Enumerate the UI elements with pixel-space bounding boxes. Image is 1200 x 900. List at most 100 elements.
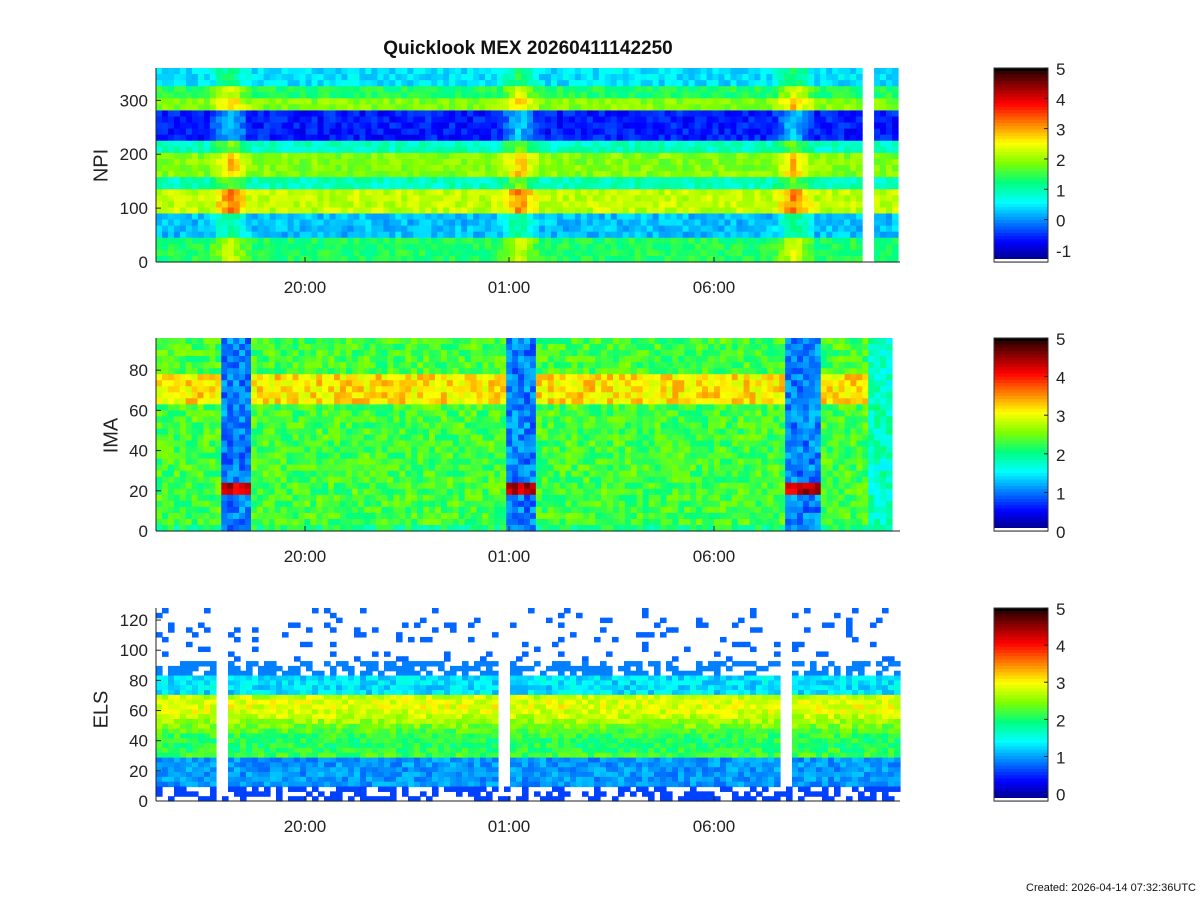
heatmap-cell — [401, 134, 408, 142]
heatmap-cell — [389, 195, 396, 202]
heatmap-cell — [239, 362, 246, 369]
heatmap-cell — [742, 92, 749, 99]
heatmap-cell — [287, 177, 295, 184]
heatmap-cell — [616, 98, 624, 105]
heatmap-cell — [203, 98, 211, 105]
heatmap-cell — [586, 165, 594, 172]
heatmap-cell — [670, 177, 678, 184]
heatmap-cell — [304, 410, 311, 418]
heatmap-cell — [316, 440, 323, 448]
heatmap-cell — [257, 231, 265, 239]
heatmap-cell — [185, 392, 193, 399]
heatmap-cell — [179, 506, 187, 514]
heatmap-cell — [173, 494, 181, 502]
heatmap-cell — [688, 122, 696, 130]
heatmap-cell — [227, 128, 235, 136]
heatmap-cell — [203, 189, 211, 196]
heatmap-cell — [622, 80, 630, 87]
heatmap-cell — [700, 74, 708, 81]
heatmap-cell — [286, 404, 294, 411]
heatmap-cell — [766, 128, 773, 136]
heatmap-cell — [658, 177, 666, 184]
heatmap-cell — [646, 104, 654, 112]
heatmap-cell — [473, 219, 480, 227]
heatmap-cell — [274, 404, 282, 411]
heatmap-cell — [724, 195, 732, 202]
heatmap-cell — [431, 86, 438, 93]
heatmap-cell — [401, 249, 408, 257]
heatmap-cell — [437, 140, 444, 148]
heatmap-cell — [179, 518, 187, 526]
heatmap-cell — [616, 171, 624, 178]
heatmap-cell — [389, 122, 396, 130]
heatmap-cell — [413, 116, 420, 124]
heatmap-cell — [431, 68, 438, 75]
heatmap-cell — [305, 231, 313, 239]
heatmap-cell — [239, 219, 247, 227]
heatmap-cell — [413, 74, 420, 81]
heatmap-cell — [251, 80, 259, 87]
heatmap-cell — [485, 146, 492, 154]
heatmap-cell — [257, 74, 265, 81]
heatmap-cell — [856, 122, 863, 130]
heatmap-cell — [401, 104, 408, 112]
heatmap-cell — [616, 207, 624, 215]
heatmap-cell — [377, 189, 384, 196]
heatmap-cell — [712, 243, 720, 251]
heatmap-cell — [784, 183, 791, 190]
heatmap-cell — [197, 368, 205, 375]
heatmap-cell — [263, 158, 271, 166]
heatmap-cell — [616, 195, 624, 202]
heatmap-cell — [628, 255, 636, 263]
heatmap-cell — [310, 422, 317, 430]
heatmap-cell — [335, 158, 343, 166]
heatmap-cell — [712, 116, 720, 124]
heatmap-cell — [598, 74, 606, 81]
heatmap-cell — [305, 74, 313, 81]
heatmap-cell — [527, 207, 534, 215]
heatmap-cell — [718, 74, 726, 81]
heatmap-cell — [748, 183, 755, 190]
heatmap-cell — [353, 110, 361, 118]
heatmap-cell — [754, 140, 761, 148]
heatmap-cell — [850, 243, 857, 251]
heatmap-cell — [676, 98, 684, 105]
heatmap-cell — [766, 158, 773, 166]
heatmap-cell — [407, 116, 414, 124]
heatmap-cell — [538, 152, 546, 160]
heatmap-cell — [167, 104, 175, 112]
heatmap-cell — [401, 207, 408, 215]
heatmap-cell — [509, 183, 516, 190]
heatmap-cell — [742, 74, 749, 81]
heatmap-cell — [221, 74, 229, 81]
heatmap-cell — [521, 116, 528, 124]
heatmap-cell — [245, 470, 252, 478]
heatmap-cell — [347, 140, 355, 148]
heatmap-cell — [479, 219, 486, 227]
heatmap-cell — [736, 128, 744, 136]
heatmap-cell — [604, 183, 612, 190]
heatmap-cell — [826, 255, 833, 263]
heatmap-cell — [245, 506, 252, 514]
heatmap-cell — [269, 201, 277, 209]
heatmap-cell — [856, 146, 863, 154]
heatmap-cell — [287, 158, 295, 166]
heatmap-cell — [298, 470, 305, 478]
heatmap-cell — [808, 225, 815, 233]
heatmap-cell — [227, 440, 234, 448]
heatmap-cell — [736, 80, 744, 87]
heatmap-cell — [760, 104, 767, 112]
heatmap-cell — [334, 428, 341, 436]
heatmap-cell — [826, 104, 833, 112]
heatmap-cell — [694, 171, 702, 178]
heatmap-cell — [634, 249, 642, 257]
heatmap-cell — [335, 237, 343, 245]
heatmap-cell — [215, 201, 223, 209]
heatmap-cell — [185, 231, 193, 239]
heatmap-cell — [286, 464, 294, 472]
heatmap-cell — [455, 86, 462, 93]
heatmap-cell — [814, 207, 821, 215]
heatmap-cell — [772, 122, 779, 130]
heatmap-cell — [389, 140, 396, 148]
heatmap-cell — [413, 140, 420, 148]
